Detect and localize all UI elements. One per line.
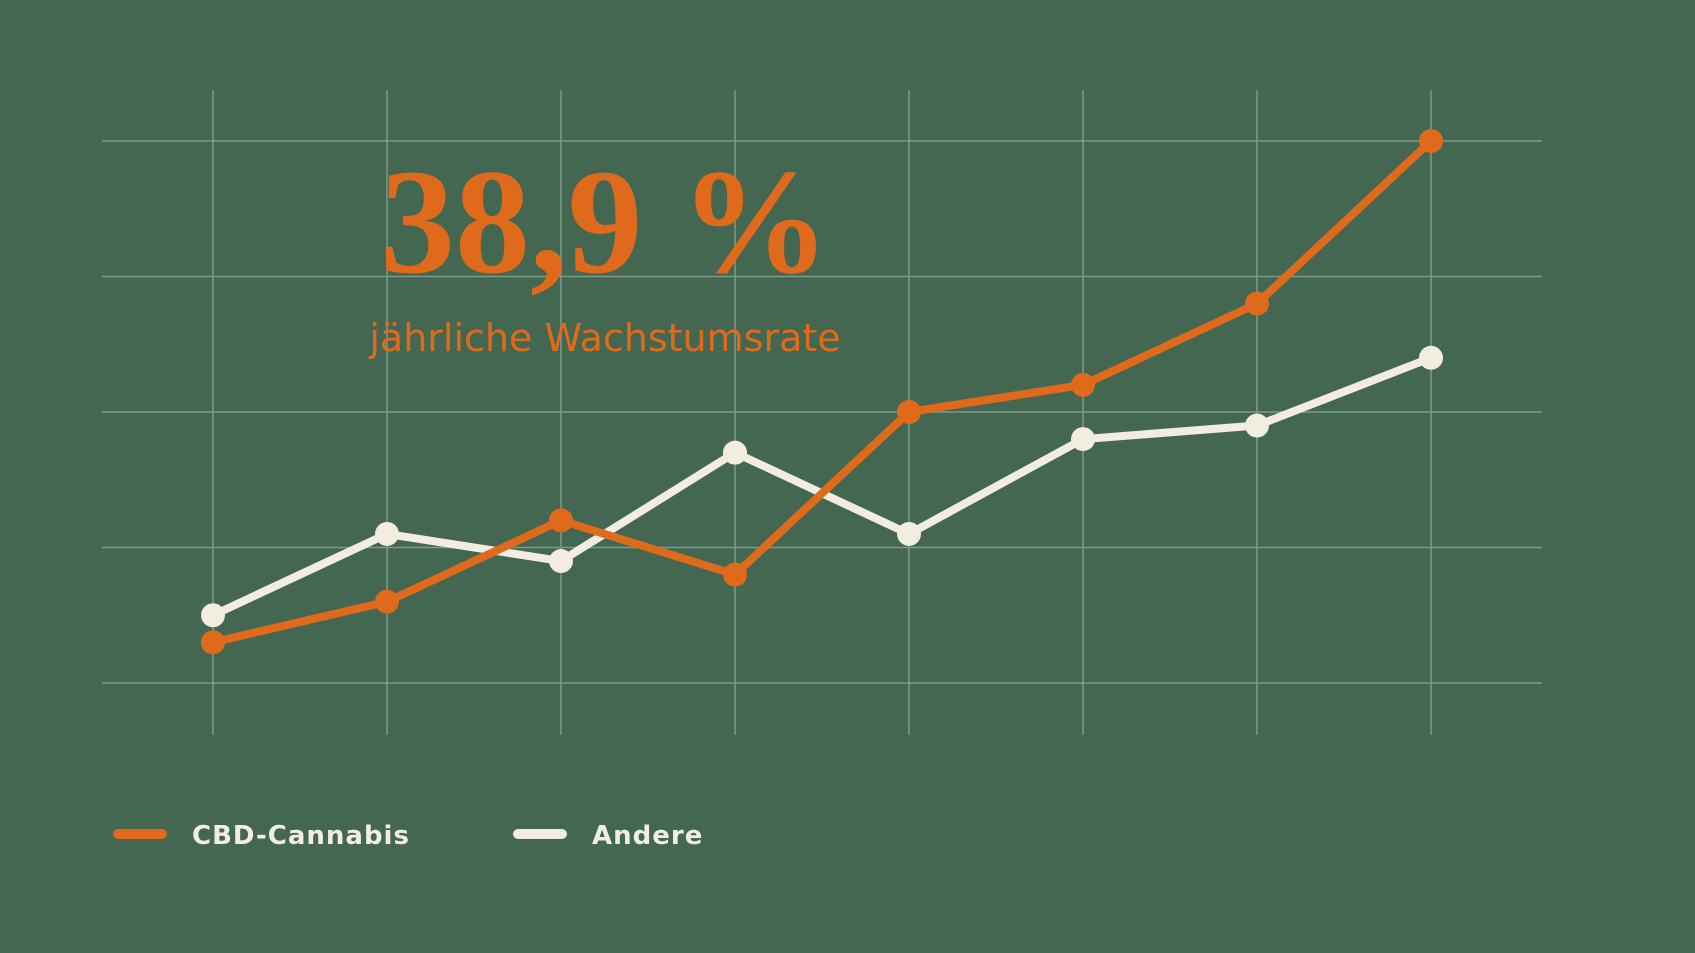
data-point (549, 549, 573, 574)
legend-label: CBD-Cannabis (192, 821, 410, 851)
legend: CBD-Cannabis Andere (113, 821, 703, 851)
data-point (1419, 345, 1443, 370)
data-point (375, 521, 399, 546)
legend-label: Andere (592, 821, 703, 851)
data-point (723, 440, 747, 465)
headline: 38,9 % jährliche Wachstumsrate (368, 139, 840, 360)
series-cbd-cannabis (201, 129, 1443, 655)
data-point (897, 521, 921, 546)
data-point (1419, 129, 1443, 153)
data-point (201, 603, 225, 628)
data-point (1071, 427, 1095, 452)
data-point (1245, 413, 1269, 438)
series-layer (201, 129, 1443, 655)
data-point (549, 508, 573, 533)
data-point (723, 562, 747, 587)
growth-rate-caption: jährliche Wachstumsrate (368, 316, 840, 360)
grid-layer (102, 90, 1542, 735)
data-point (1245, 291, 1269, 316)
series-line (209, 353, 1435, 620)
data-point (201, 630, 225, 655)
series-line (209, 137, 1435, 647)
growth-rate-value: 38,9 % (380, 139, 830, 305)
data-point (897, 400, 921, 424)
data-point (375, 589, 399, 614)
data-point (1071, 372, 1095, 397)
